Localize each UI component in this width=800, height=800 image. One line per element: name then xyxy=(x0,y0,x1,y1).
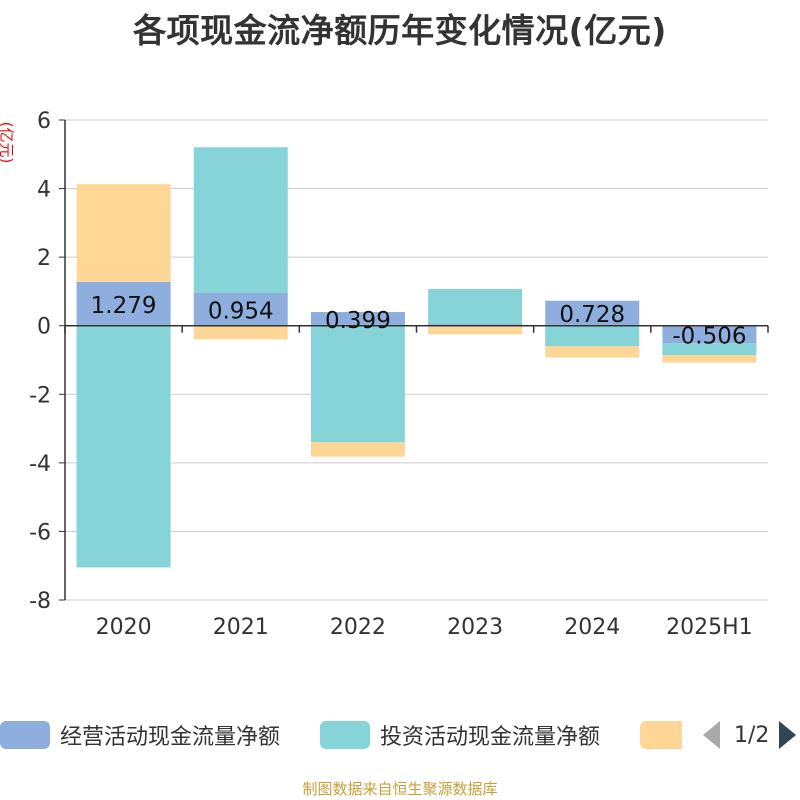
bar-operating xyxy=(428,324,523,326)
legend-pager: 1/2 xyxy=(703,720,797,750)
x-tick-label: 2024 xyxy=(564,615,620,640)
bar-financing xyxy=(662,355,757,363)
x-tick-label: 2020 xyxy=(96,615,152,640)
y-tick-label: 2 xyxy=(37,246,51,271)
legend-item-operating[interactable]: 经营活动现金流量净额 xyxy=(0,720,280,750)
chart-canvas: 6 4 2 0 -2 -4 -6 -8 2020 2021 2022 2023 2024 2025H1 1.… xyxy=(29,109,769,640)
y-tick-label: -6 xyxy=(29,520,51,545)
data-label: 0.728 xyxy=(559,302,625,328)
legend-label-investing: 投资活动现金流量净额 xyxy=(380,725,601,750)
x-tick-label: 2021 xyxy=(213,615,269,640)
bar-operating xyxy=(310,312,405,326)
data-label: 1.279 xyxy=(91,293,157,319)
y-tick-label: 0 xyxy=(37,315,51,340)
bar-operating xyxy=(545,300,640,326)
x-tick-label: 2022 xyxy=(330,615,386,640)
bar-operating xyxy=(193,293,288,326)
legend-prev-arrow-icon[interactable] xyxy=(703,721,720,749)
bar-financing xyxy=(76,184,171,282)
bar-investing xyxy=(545,325,640,347)
legend-label-operating: 经营活动现金流量净额 xyxy=(60,725,281,750)
y-tick-label: -2 xyxy=(29,383,51,408)
legend-page-indicator: 1/2 xyxy=(734,722,770,748)
legend-swatch-financing xyxy=(640,721,682,749)
bar-operating xyxy=(662,325,757,344)
bar-financing xyxy=(545,346,640,358)
bar-investing xyxy=(76,325,171,568)
legend-swatch-investing xyxy=(320,721,370,749)
x-tick-label: 2025H1 xyxy=(666,615,753,640)
bar-operating xyxy=(76,281,171,326)
data-label: 0.399 xyxy=(325,308,391,334)
y-tick-label: -4 xyxy=(29,452,51,477)
data-label: 0.954 xyxy=(208,298,274,324)
bar-financing xyxy=(193,325,288,340)
bar-financing xyxy=(310,442,405,457)
legend: 经营活动现金流量净额 投资活动现金流量净额 1/2 xyxy=(0,712,800,752)
data-source-footer: 制图数据来自恒生聚源数据库 xyxy=(302,780,498,798)
y-tick-label: 6 xyxy=(37,109,51,134)
legend-next-arrow-icon[interactable] xyxy=(779,721,797,749)
bar-investing xyxy=(662,343,757,356)
bar-investing xyxy=(310,325,405,443)
chart-title: 各项现金流净额历年变化情况(亿元) xyxy=(133,11,667,50)
legend-swatch-operating xyxy=(0,721,50,749)
bar-investing xyxy=(428,289,523,324)
bar-investing xyxy=(193,147,288,294)
y-tick-label: -8 xyxy=(29,589,51,614)
data-label: -0.506 xyxy=(672,323,746,349)
y-tick-label: 4 xyxy=(37,178,51,203)
x-tick-label: 2023 xyxy=(447,615,503,640)
legend-item-investing[interactable]: 投资活动现金流量净额 xyxy=(320,720,600,750)
bar-financing xyxy=(428,325,523,335)
legend-item-financing[interactable] xyxy=(640,720,692,750)
